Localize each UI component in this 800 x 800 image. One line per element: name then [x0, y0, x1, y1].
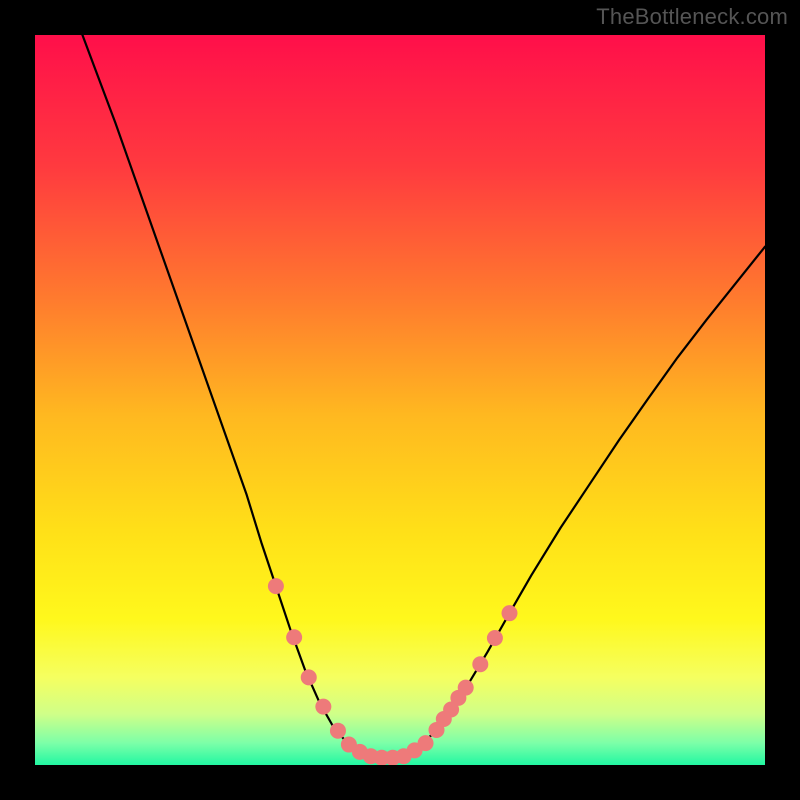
scatter-point	[286, 629, 302, 645]
scatter-point	[301, 669, 317, 685]
scatter-point	[268, 578, 284, 594]
scatter-point	[502, 605, 518, 621]
scatter-point	[458, 680, 474, 696]
scatter-point	[487, 630, 503, 646]
gradient-background	[35, 35, 765, 765]
chart-stage: TheBottleneck.com	[0, 0, 800, 800]
chart-svg	[0, 0, 800, 800]
watermark-text: TheBottleneck.com	[596, 4, 788, 30]
scatter-point	[418, 735, 434, 751]
scatter-point	[472, 656, 488, 672]
scatter-point	[330, 723, 346, 739]
scatter-point	[315, 699, 331, 715]
